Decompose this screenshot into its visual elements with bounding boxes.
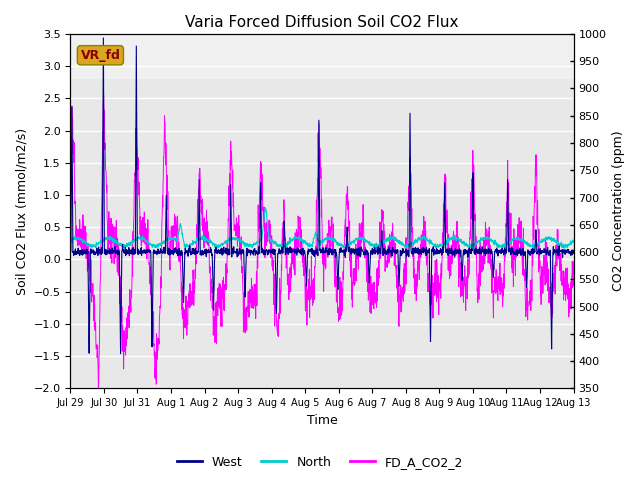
Bar <box>70 34 573 79</box>
Y-axis label: Soil CO2 Flux (mmol/m2/s): Soil CO2 Flux (mmol/m2/s) <box>15 128 28 295</box>
Text: VR_fd: VR_fd <box>81 49 120 62</box>
Legend: West, North, FD_A_CO2_2: West, North, FD_A_CO2_2 <box>172 451 468 474</box>
X-axis label: Time: Time <box>307 414 337 427</box>
Y-axis label: CO2 Concentration (ppm): CO2 Concentration (ppm) <box>612 131 625 291</box>
Title: Varia Forced Diffusion Soil CO2 Flux: Varia Forced Diffusion Soil CO2 Flux <box>185 15 459 30</box>
